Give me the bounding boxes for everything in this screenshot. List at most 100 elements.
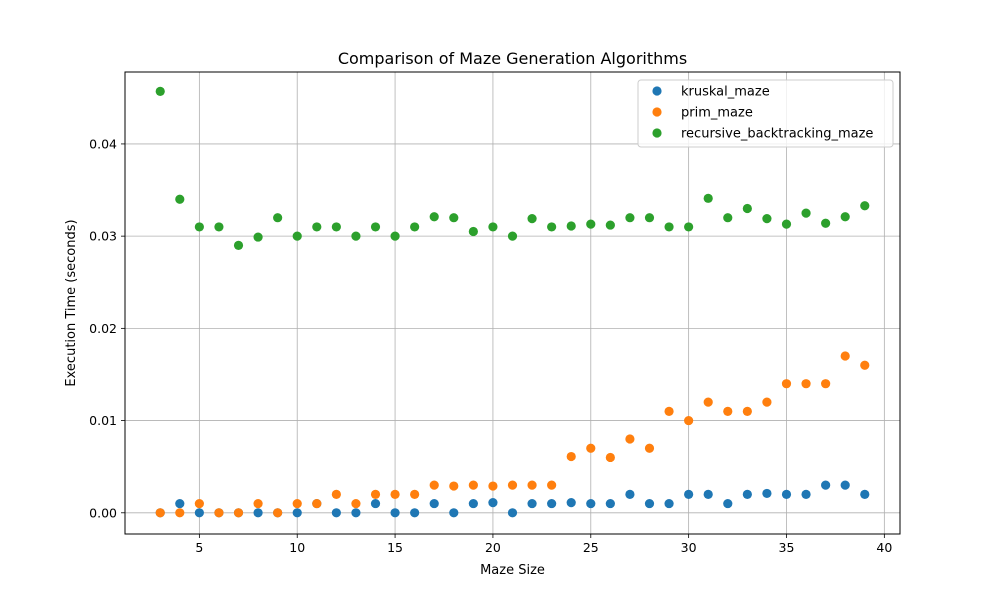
data-point — [547, 498, 557, 509]
x-tick-label: 5 — [195, 540, 203, 555]
data-point — [723, 213, 733, 223]
data-point — [390, 508, 400, 518]
data-point — [625, 213, 635, 223]
data-point — [605, 452, 615, 463]
data-point — [410, 222, 420, 232]
x-tick-label: 10 — [289, 540, 305, 555]
data-point — [214, 222, 224, 232]
x-tick-label: 40 — [876, 540, 892, 555]
data-point — [468, 226, 478, 237]
data-point — [586, 498, 596, 509]
data-point — [860, 201, 870, 211]
data-point — [762, 488, 772, 499]
data-point — [507, 480, 518, 490]
data-point — [449, 213, 459, 223]
data-point — [625, 434, 635, 444]
data-point — [194, 498, 204, 509]
data-point — [742, 406, 752, 416]
data-point — [468, 498, 478, 509]
data-point — [644, 213, 655, 223]
data-point — [194, 222, 204, 232]
x-axis-ticks: 5 10 15 20 25 30 35 40 — [195, 534, 892, 555]
y-tick-label: 0.00 — [89, 505, 117, 520]
plot-area-frame — [124, 71, 901, 535]
x-tick-label: 30 — [681, 540, 697, 555]
data-point — [723, 498, 733, 509]
data-point — [175, 194, 185, 204]
data-point — [821, 480, 831, 490]
data-point — [801, 379, 811, 389]
data-point — [527, 214, 537, 224]
data-point — [625, 489, 635, 499]
data-point — [468, 480, 478, 490]
y-tick-label: 0.02 — [89, 321, 117, 336]
y-axis-label: Execution Time (seconds) — [64, 219, 79, 386]
data-point — [175, 508, 185, 518]
data-point — [488, 222, 498, 232]
data-point — [664, 222, 674, 232]
data-point — [840, 212, 850, 222]
data-point — [429, 212, 439, 222]
data-point — [390, 231, 400, 241]
data-point — [664, 498, 674, 509]
chart-title: Comparison of Maze Generation Algorithms — [338, 49, 687, 68]
data-point — [370, 489, 381, 499]
data-point — [527, 480, 537, 490]
data-point — [331, 508, 341, 518]
data-point — [370, 222, 381, 232]
data-point — [644, 498, 655, 509]
data-point — [429, 498, 439, 509]
data-points — [155, 86, 870, 518]
data-point — [742, 203, 752, 214]
data-point — [566, 221, 576, 231]
data-point — [703, 489, 713, 499]
data-point — [214, 508, 224, 518]
data-point — [684, 489, 694, 499]
data-point — [253, 508, 263, 518]
data-point — [410, 508, 420, 518]
legend-marker — [652, 128, 662, 138]
data-point — [644, 443, 655, 453]
data-point — [351, 231, 361, 241]
data-point — [194, 508, 204, 518]
x-axis-label: Maze Size — [480, 563, 545, 578]
data-point — [586, 219, 596, 229]
x-tick-label: 35 — [779, 540, 795, 555]
data-point — [175, 498, 185, 509]
legend: kruskal_maze prim_maze recursive_backtrack… — [637, 79, 894, 148]
data-point — [840, 480, 850, 490]
data-point — [527, 498, 537, 509]
data-point — [410, 489, 420, 499]
data-point — [233, 508, 244, 518]
data-point — [703, 193, 713, 203]
data-point — [312, 222, 322, 232]
data-point — [742, 489, 752, 499]
data-point — [547, 480, 557, 490]
x-tick-label: 25 — [583, 540, 599, 555]
legend-label: kruskal_maze — [681, 85, 770, 100]
series-prim_maze — [155, 351, 870, 518]
data-point — [507, 508, 518, 518]
y-tick-label: 0.03 — [89, 229, 117, 244]
data-point — [253, 232, 263, 242]
data-point — [821, 379, 831, 389]
y-tick-label: 0.04 — [89, 136, 117, 151]
data-point — [821, 218, 831, 228]
data-point — [155, 508, 165, 518]
data-point — [370, 498, 381, 509]
data-point — [781, 489, 792, 499]
data-point — [331, 489, 341, 499]
data-point — [684, 222, 694, 232]
data-point — [351, 508, 361, 518]
data-point — [331, 222, 341, 232]
y-axis-ticks: 0.00 0.01 0.02 0.03 0.04 — [89, 136, 125, 520]
data-point — [429, 480, 439, 490]
data-point — [801, 208, 811, 218]
data-point — [762, 397, 772, 407]
data-point — [273, 508, 283, 518]
data-point — [449, 481, 459, 491]
data-point — [840, 351, 850, 361]
legend-marker — [652, 86, 662, 96]
data-point — [155, 86, 165, 96]
data-point — [233, 240, 244, 250]
